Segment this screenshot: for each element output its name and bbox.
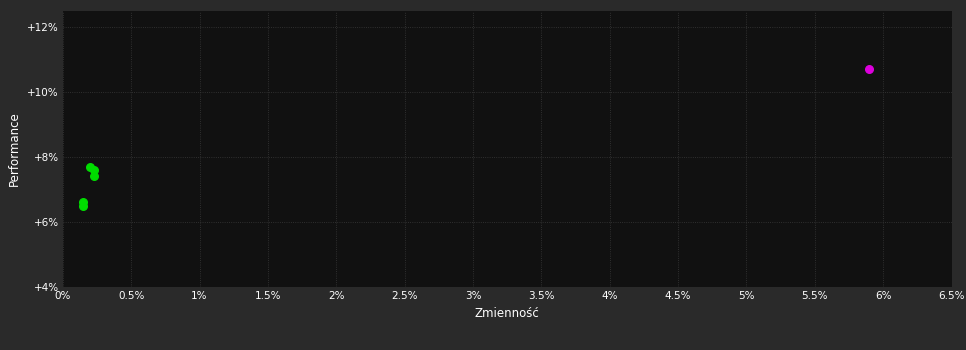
Point [862, 66, 877, 72]
Point [75, 203, 91, 209]
Point [82, 164, 98, 169]
X-axis label: Zmienność: Zmienność [474, 307, 540, 320]
Point [75, 199, 91, 205]
Y-axis label: Performance: Performance [9, 111, 21, 186]
Point [87, 167, 102, 173]
Point [87, 174, 102, 179]
